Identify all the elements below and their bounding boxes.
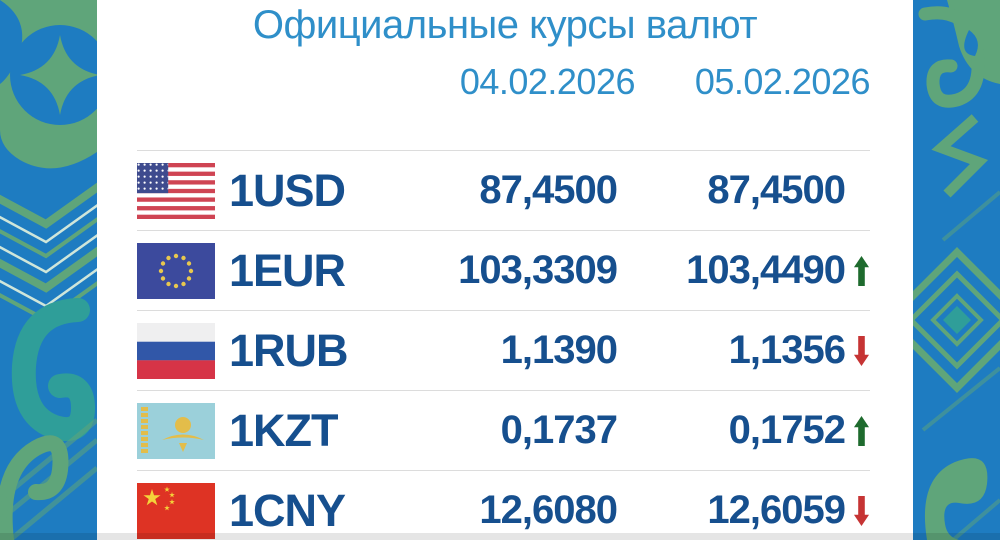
trend-indicator [845, 173, 870, 209]
trend-indicator [845, 413, 870, 449]
currency-code: 1EUR [229, 244, 346, 296]
ornament-left [0, 0, 97, 540]
arrow-up-icon [853, 415, 870, 446]
currency-row-usd: 1USD 87,4500 87,4500 [137, 150, 870, 230]
page-title: Официальные курсы валют [252, 3, 758, 47]
rates-panel: Официальные курсы валют 04.02.2026 05.02… [97, 0, 913, 540]
eu-flag-icon [137, 242, 215, 299]
trend-indicator [845, 333, 870, 369]
kz-flag-icon [137, 402, 215, 459]
currency-row-rub: 1RUB 1,1390 1,1356 [137, 310, 870, 390]
rate-current: 87,4500 [707, 168, 846, 212]
rate-previous: 103,3309 [458, 248, 618, 292]
rate-previous: 1,1390 [500, 328, 618, 372]
us-flag-icon [137, 162, 215, 219]
trend-indicator [845, 493, 870, 529]
trend-indicator [845, 253, 870, 289]
currency-code: 1RUB [229, 324, 349, 376]
rate-current: 103,4490 [686, 248, 846, 292]
arrow-down-icon [853, 335, 870, 366]
rate-current: 1,1356 [728, 328, 846, 372]
currency-row-kzt: 1KZT 0,1737 0,1752 [137, 390, 870, 470]
rate-current: 0,1752 [728, 408, 846, 452]
currency-code: 1KZT [229, 404, 339, 456]
date-column-curr: 05.02.2026 [694, 61, 871, 102]
arrow-up-icon [853, 255, 870, 286]
cn-flag-icon [137, 482, 215, 539]
currency-code: 1USD [229, 164, 346, 216]
rate-previous: 12,6080 [479, 488, 618, 532]
rate-previous: 87,4500 [479, 168, 618, 212]
ornament-right [913, 0, 1000, 540]
currency-code: 1CNY [229, 484, 346, 536]
arrow-down-icon [853, 495, 870, 526]
rate-current: 12,6059 [707, 488, 846, 532]
rate-previous: 0,1737 [500, 408, 618, 452]
ru-flag-icon [137, 322, 215, 379]
currency-row-eur: 1EUR 103,3309 103,4490 [137, 230, 870, 310]
currency-row-cny: 1CNY 12,6080 12,6059 [137, 470, 870, 540]
date-header: 04.02.2026 05.02.2026 [137, 60, 871, 104]
date-column-prev: 04.02.2026 [459, 61, 636, 102]
rates-table: 1USD 87,4500 87,4500 [137, 150, 870, 540]
